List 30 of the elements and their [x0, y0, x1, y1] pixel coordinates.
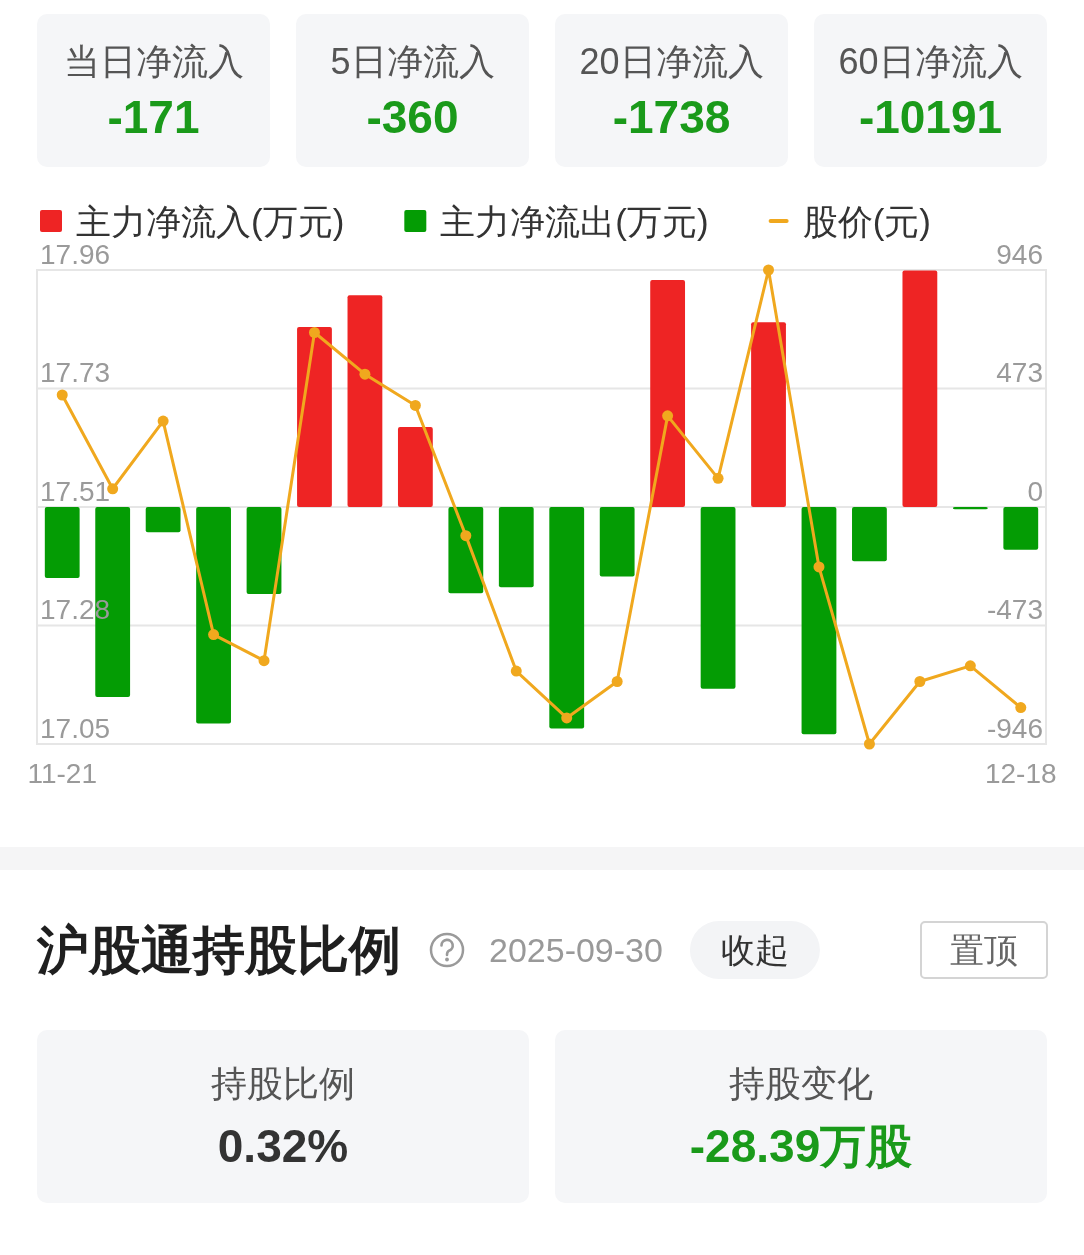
- category-label: 20日净流入: [579, 40, 764, 82]
- text: -10191: [858, 90, 1003, 143]
- y-tick-label: 17.51: [40, 475, 111, 507]
- category-label: 持股比例: [211, 1063, 355, 1105]
- category-label: 持股变化: [729, 1063, 873, 1105]
- y-tick-label: 17.73: [40, 357, 111, 388]
- y2-tick-label: 473: [996, 357, 1043, 388]
- text: 沪股通持股比例: [36, 921, 401, 979]
- text: -28.39万股: [689, 1119, 913, 1172]
- x-tick-label: 12-18: [984, 757, 1057, 789]
- legend-label: 主力净流入(万元): [76, 201, 345, 241]
- legend-label: 主力净流出(万元): [440, 201, 709, 241]
- text: 2025-09-30: [489, 931, 663, 969]
- category-label: 60日净流入: [838, 40, 1023, 82]
- y-tick-label: 17.96: [40, 238, 111, 270]
- text: 收起: [720, 931, 789, 969]
- category-label: 5日净流入: [330, 40, 495, 82]
- y2-tick-label: 946: [996, 238, 1043, 270]
- text: 置顶: [950, 931, 1018, 969]
- category-label: 当日净流入: [63, 40, 244, 82]
- text: -360: [366, 90, 459, 143]
- text: -171: [107, 90, 200, 143]
- y2-tick-label: -946: [986, 712, 1043, 744]
- text: 0.32%: [217, 1119, 349, 1172]
- text: -1738: [612, 90, 731, 143]
- y-tick-label: 17.05: [40, 712, 111, 744]
- y2-tick-label: -473: [986, 594, 1043, 625]
- x-tick-label: 11-21: [27, 757, 97, 789]
- legend-label: 股价(元): [802, 201, 931, 241]
- y2-tick-label: 0: [1027, 475, 1043, 507]
